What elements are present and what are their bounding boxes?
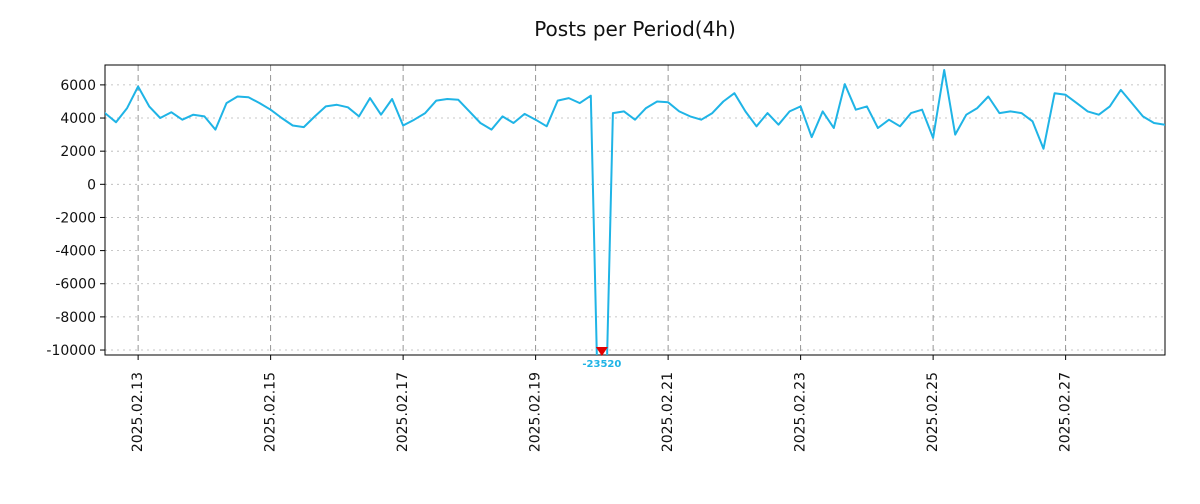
y-tick-label: -8000	[55, 310, 96, 326]
y-tick-label: -2000	[55, 210, 96, 226]
y-tick-label: 0	[87, 177, 96, 193]
data-series-line	[105, 69, 1165, 355]
x-tick-label: 2025.02.27	[1058, 372, 1074, 452]
x-tick-label: 2025.02.21	[660, 372, 676, 452]
x-axis-tick-marks	[137, 355, 1067, 360]
x-tick-label: 2025.02.15	[263, 372, 279, 452]
min-value-marker-icon	[595, 347, 608, 356]
x-tick-label: 2025.02.25	[925, 372, 941, 452]
horizontal-gridlines	[105, 84, 1165, 351]
x-tick-label: 2025.02.19	[528, 372, 544, 452]
y-axis-labels: 6000 4000 2000 0 -2000 -4000 -6000 -8000 -10000	[46, 78, 96, 359]
y-tick-label: 4000	[60, 111, 96, 127]
y-tick-label: -10000	[46, 343, 96, 359]
x-tick-label: 2025.02.23	[793, 372, 809, 452]
x-tick-label: 2025.02.17	[395, 372, 411, 452]
y-tick-label: 6000	[60, 78, 96, 94]
chart-title: Posts per Period(4h)	[534, 17, 736, 41]
x-tick-label: 2025.02.13	[130, 372, 146, 452]
y-tick-label: 2000	[60, 144, 96, 160]
min-value-annotation: -23520	[582, 359, 621, 370]
vertical-gridlines	[137, 65, 1067, 355]
y-axis-tick-marks	[100, 84, 105, 351]
x-axis-labels: 2025.02.13 2025.02.15 2025.02.17 2025.02.19…	[130, 372, 1074, 452]
plot-frame	[104, 64, 1166, 356]
y-tick-label: -4000	[55, 244, 96, 260]
y-tick-label: -6000	[55, 277, 96, 293]
